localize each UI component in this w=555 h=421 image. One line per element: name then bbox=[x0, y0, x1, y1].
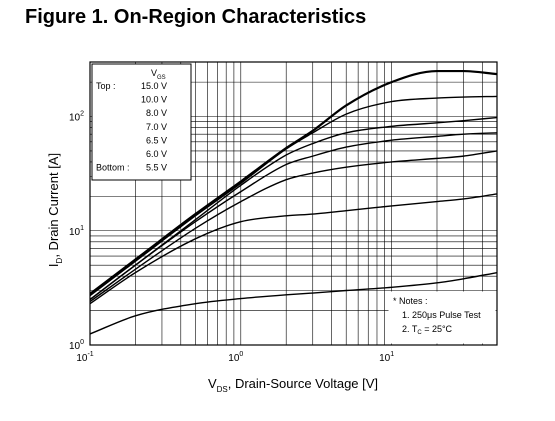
y-tick-label: 100 bbox=[69, 339, 84, 352]
y-tick-label: 102 bbox=[69, 111, 84, 124]
series-line-8-0-V bbox=[90, 116, 497, 301]
y-tick-exp: 0 bbox=[80, 339, 84, 346]
legend-entry: 6.0 V bbox=[146, 149, 167, 159]
y-tick-exp: 2 bbox=[80, 111, 84, 118]
notes-box-bg bbox=[388, 291, 496, 344]
legend-entry: 10.0 V bbox=[141, 95, 167, 105]
x-tick-base: 10 bbox=[76, 353, 88, 364]
legend-entry: 8.0 V bbox=[146, 108, 167, 118]
y-axis-label-main: I bbox=[46, 263, 61, 267]
plot-frame bbox=[89, 61, 498, 346]
y-axis-label-sub: D bbox=[55, 257, 64, 263]
legend-box bbox=[91, 63, 192, 181]
legend-entry: 15.0 V bbox=[141, 81, 167, 91]
y-axis-label: ID, Drain Current [A] bbox=[46, 153, 64, 267]
x-tick-label: 10-1 bbox=[76, 351, 93, 364]
x-tick-label: 100 bbox=[228, 351, 243, 364]
y-axis-label-rest: , Drain Current [A] bbox=[46, 153, 61, 258]
x-tick-exp: -1 bbox=[87, 351, 93, 358]
legend-header-sub: GS bbox=[157, 75, 166, 81]
series-line-10-0-V bbox=[90, 95, 497, 297]
legend-bottom-label: Bottom : bbox=[96, 163, 130, 173]
x-axis-label-sub: DS bbox=[217, 385, 228, 394]
series-line-6-0-V bbox=[90, 193, 497, 305]
notes-box: * Notes : 1. 250μs Pulse Test 2. TC = 25°C bbox=[388, 291, 496, 344]
series-line-5-5-V bbox=[90, 271, 497, 335]
y-tick-label: 101 bbox=[69, 225, 84, 238]
x-tick-exp: 1 bbox=[390, 351, 394, 358]
x-tick-exp: 0 bbox=[239, 351, 243, 358]
series-curves bbox=[90, 69, 497, 335]
legend-top-label: Top : bbox=[96, 81, 116, 91]
y-tick-base: 10 bbox=[69, 113, 81, 124]
legend-entry: 5.5 V bbox=[146, 163, 167, 173]
x-tick-label: 101 bbox=[379, 351, 394, 364]
y-tick-exp: 1 bbox=[80, 225, 84, 232]
series-line-6-5-V bbox=[90, 150, 497, 303]
y-tick-base: 10 bbox=[69, 227, 81, 238]
legend-header: VGS bbox=[151, 68, 166, 81]
notes-title: * Notes : bbox=[393, 296, 428, 306]
figure-title: Figure 1. On-Region Characteristics bbox=[25, 6, 367, 28]
legend-entry: 7.0 V bbox=[146, 122, 167, 132]
legend-entry: 6.5 V bbox=[146, 135, 167, 145]
axis-labels: VDS, Drain-Source Voltage [V] ID, Drain C… bbox=[46, 153, 378, 394]
x-tick-base: 10 bbox=[228, 353, 240, 364]
note-1-prefix: 1. 250 bbox=[402, 310, 427, 320]
x-axis-label-main: V bbox=[208, 376, 217, 391]
y-tick-base: 10 bbox=[69, 341, 81, 352]
legend-header-main: V bbox=[151, 68, 157, 78]
note-2: 2. TC = 25°C bbox=[402, 324, 453, 336]
note-2-suffix: = 25°C bbox=[422, 324, 453, 334]
series-line-15-0-V bbox=[90, 69, 497, 295]
note-1-suffix: s Pulse Test bbox=[432, 310, 481, 320]
note-2-prefix: 2. T bbox=[402, 324, 418, 334]
x-axis-label-rest: , Drain-Source Voltage [V] bbox=[228, 376, 378, 391]
note-1-mu: μ bbox=[427, 310, 432, 320]
x-tick-base: 10 bbox=[379, 353, 391, 364]
note-1: 1. 250μs Pulse Test bbox=[402, 310, 481, 320]
series-line-7-0-V bbox=[90, 132, 497, 301]
x-axis-label: VDS, Drain-Source Voltage [V] bbox=[208, 376, 378, 394]
note-2-sub: C bbox=[417, 330, 422, 336]
